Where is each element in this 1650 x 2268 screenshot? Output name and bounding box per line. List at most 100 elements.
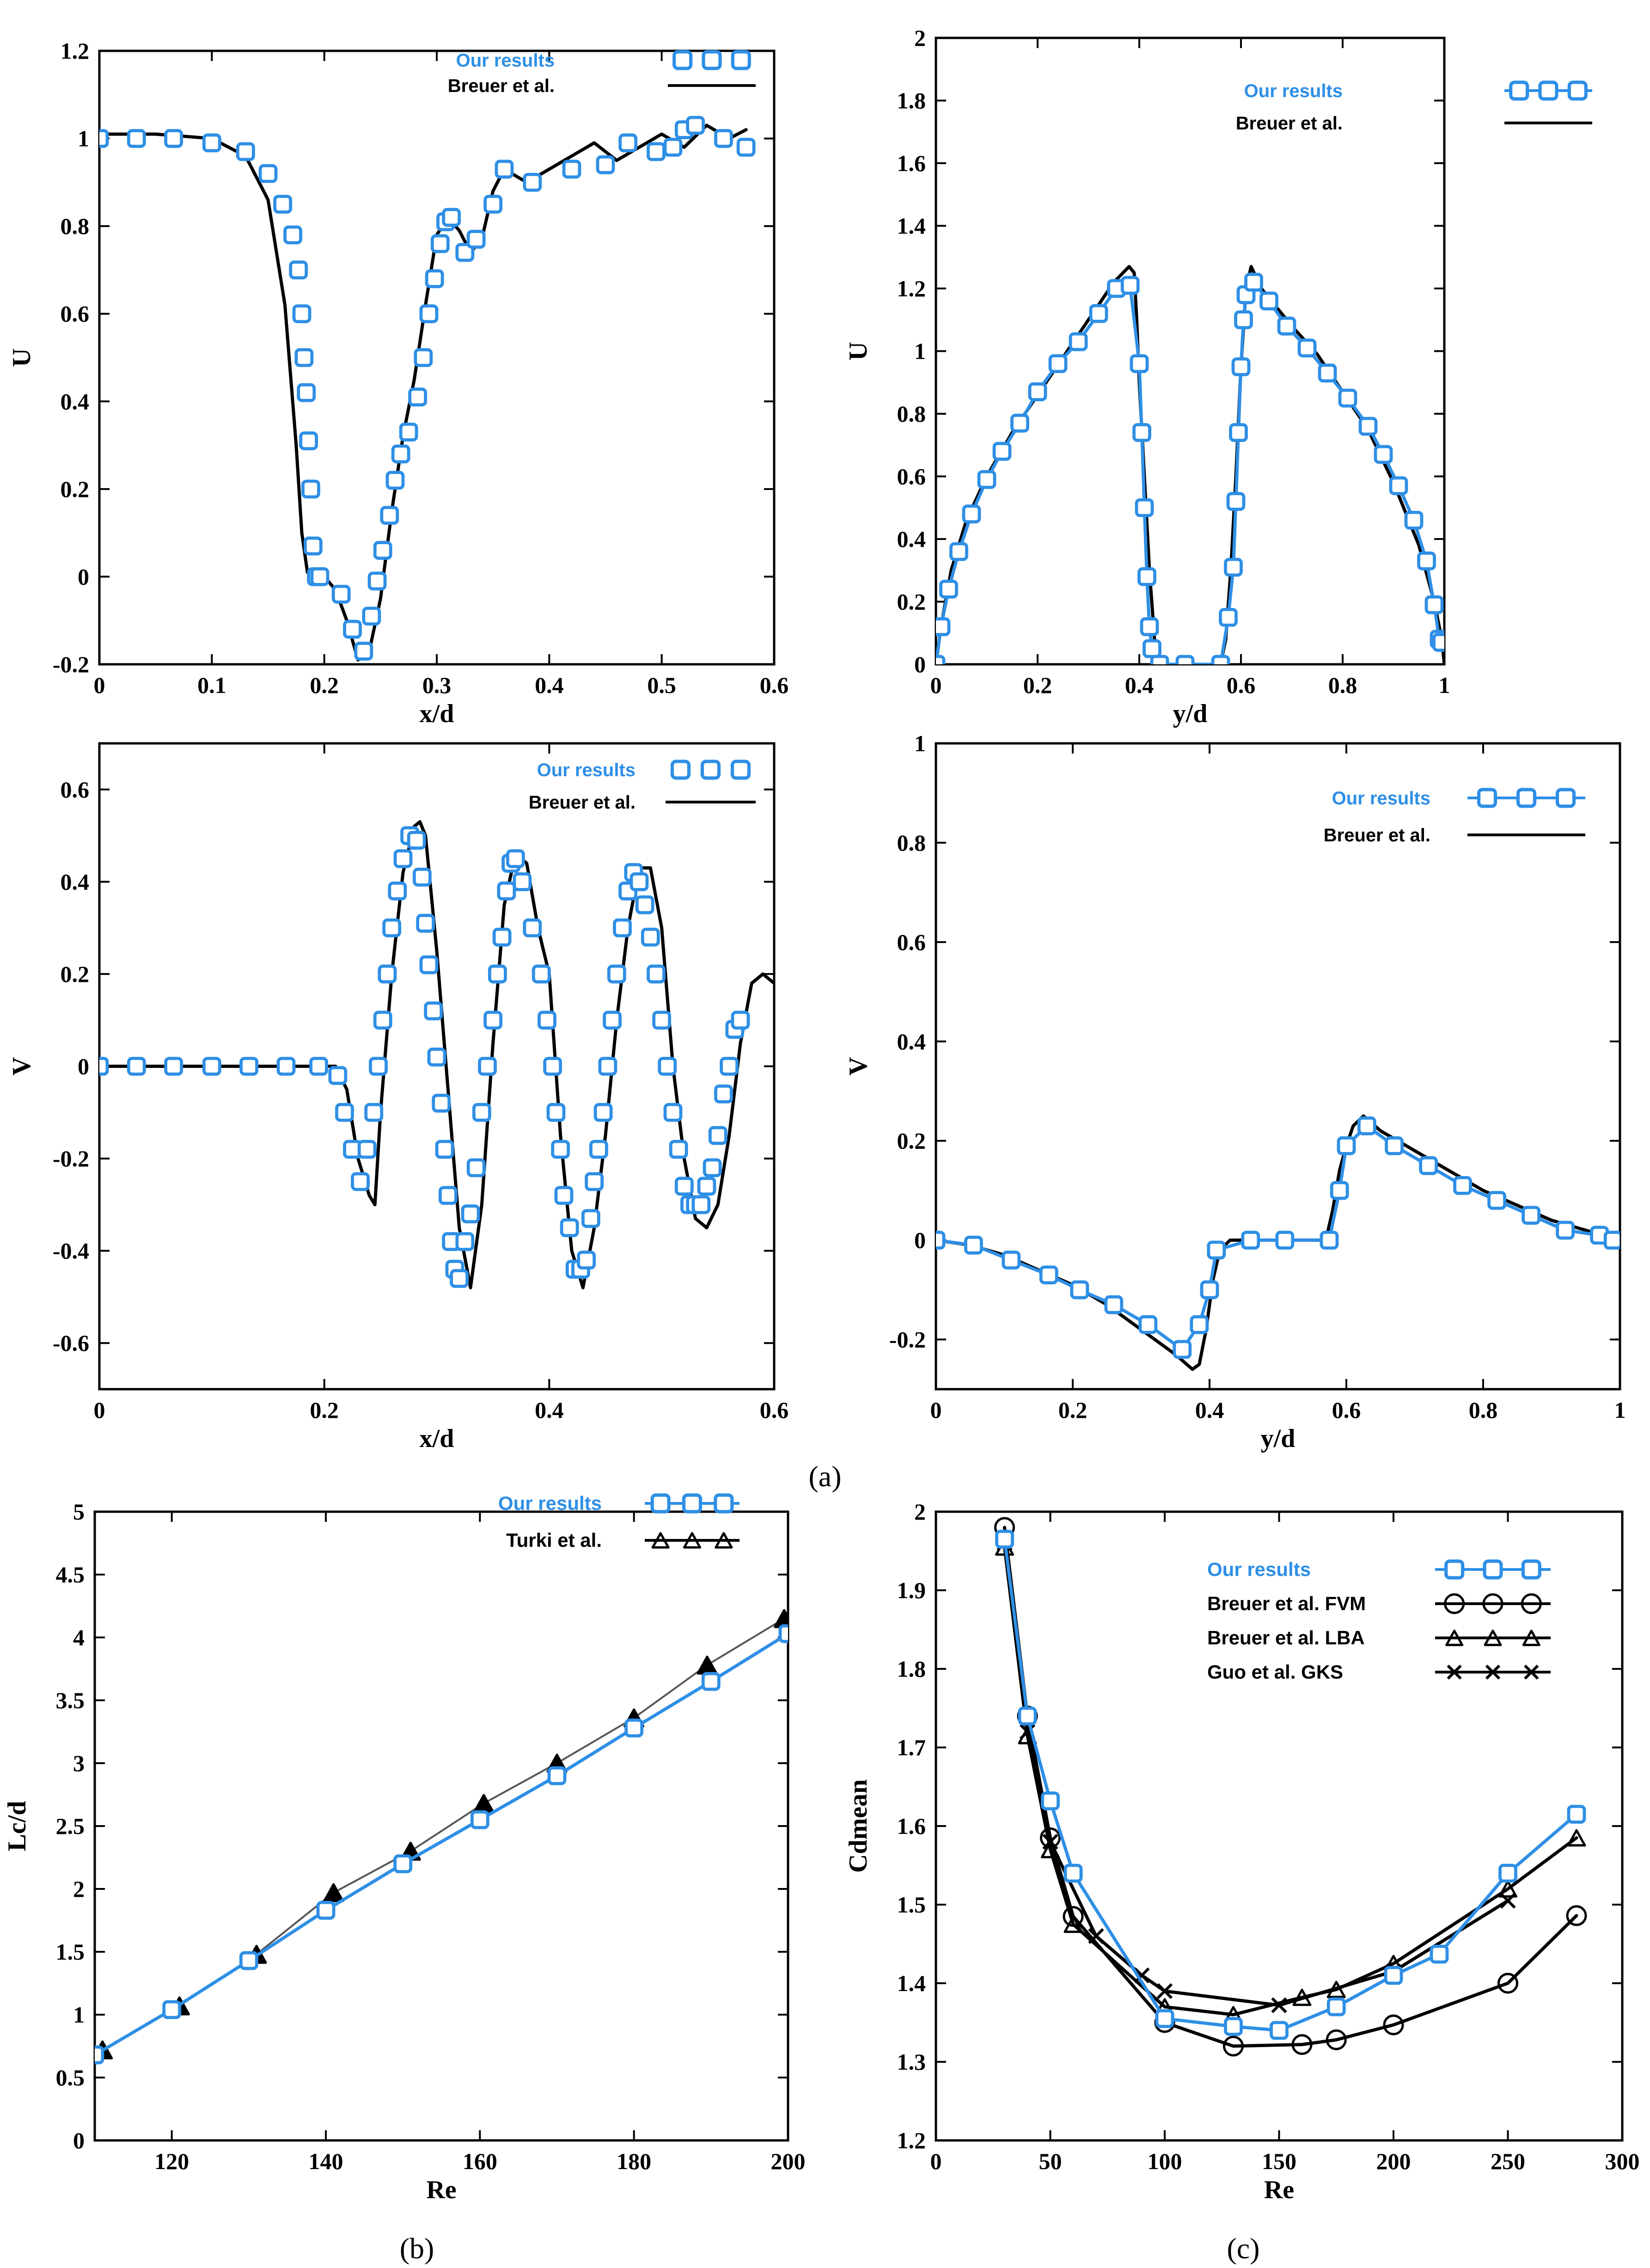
our-results-point bbox=[546, 1103, 566, 1122]
x-tick-label: 0.2 bbox=[310, 672, 339, 698]
our-results-point bbox=[593, 1103, 613, 1122]
plot-area bbox=[95, 1609, 788, 2065]
y-tick-label: 2 bbox=[73, 1876, 85, 1902]
our-results-point bbox=[977, 470, 996, 489]
legend-square-marker bbox=[650, 1493, 671, 1514]
plot-area bbox=[994, 1517, 1587, 2057]
our-results-point bbox=[613, 918, 632, 938]
our-results-point bbox=[720, 1057, 739, 1076]
y-tick-label: 0.5 bbox=[56, 2065, 85, 2090]
our-results-point bbox=[658, 1057, 677, 1076]
our-results-point bbox=[432, 1093, 451, 1113]
y-axis-label: U bbox=[7, 348, 36, 367]
our-results-point bbox=[351, 1172, 370, 1191]
x-tick-label: 0.6 bbox=[760, 1397, 789, 1423]
our-results-point bbox=[466, 230, 486, 249]
chart-v-vs-xd: 0 0.2 0.4 0.6 -0.6 -0.4 -0.2 0 0.2 0.4 0.6 x/d V Our … bbox=[7, 742, 789, 1453]
our-results-point bbox=[472, 1103, 491, 1122]
our-results-point bbox=[1297, 338, 1317, 358]
x-axis-label: Re bbox=[1264, 2176, 1294, 2204]
our-results-point bbox=[364, 1103, 384, 1122]
x-tick-label: 100 bbox=[1148, 2148, 1182, 2174]
our-results-point bbox=[703, 1158, 722, 1177]
x-tick-label: 0.5 bbox=[647, 672, 676, 698]
legend-square-marker bbox=[1538, 80, 1558, 101]
our-results-point bbox=[995, 1530, 1014, 1549]
our-results-point bbox=[1384, 1966, 1403, 1985]
legend-label-breuer-et-al-lba: Breuer et al. LBA bbox=[1207, 1627, 1365, 1649]
legend-label-our-results: Our results bbox=[1207, 1558, 1311, 1580]
our-results-point bbox=[1143, 639, 1161, 658]
our-results-point bbox=[438, 1186, 458, 1205]
our-results-point bbox=[1137, 567, 1156, 586]
our-results-point bbox=[1498, 1863, 1517, 1883]
our-results-point bbox=[1357, 1116, 1376, 1135]
our-results-point bbox=[1241, 1231, 1260, 1250]
legend-square-marker bbox=[1555, 788, 1576, 808]
x-tick-label: 0.1 bbox=[197, 672, 226, 698]
y-tick-label: -0.2 bbox=[53, 1146, 89, 1171]
legend-square-marker bbox=[1567, 80, 1588, 101]
legend-square-marker bbox=[1516, 788, 1537, 808]
legend-square-marker bbox=[670, 760, 691, 780]
our-results-point bbox=[1234, 310, 1253, 330]
our-results-point bbox=[424, 1001, 443, 1021]
our-results-point bbox=[1130, 354, 1149, 373]
our-results-point bbox=[357, 1140, 377, 1159]
our-results-point bbox=[299, 431, 318, 450]
our-results-point bbox=[408, 387, 428, 407]
our-results-point bbox=[292, 304, 312, 324]
our-results-point bbox=[297, 383, 316, 402]
y-tick-label: 0.8 bbox=[897, 830, 926, 856]
our-results-point bbox=[1430, 1944, 1449, 1964]
legend-triangle-marker bbox=[651, 1532, 670, 1549]
chart-v-vs-yd: 0 0.2 0.4 0.6 0.8 1 -0.2 0 0.2 0.4 0.6 0.8 1 y/d V Our … bbox=[844, 730, 1626, 1453]
y-tick-label: 0.6 bbox=[61, 301, 90, 327]
y-tick-label: 5 bbox=[73, 1499, 85, 1525]
our-results-point bbox=[551, 1140, 570, 1159]
x-tick-label: 0.2 bbox=[1058, 1397, 1088, 1423]
legend-triangle-marker bbox=[1484, 1630, 1502, 1646]
x-tick-label: 250 bbox=[1491, 2148, 1525, 2174]
our-results-point bbox=[378, 964, 397, 984]
plot-area bbox=[99, 820, 774, 1289]
y-tick-label: 1 bbox=[78, 126, 89, 152]
x-tick-label: 200 bbox=[771, 2148, 806, 2174]
x-tick-label: 0.6 bbox=[760, 672, 789, 698]
x-tick-label: 150 bbox=[1262, 2148, 1296, 2174]
x-tick-label: 0.8 bbox=[1328, 672, 1357, 698]
our-results-point bbox=[1417, 552, 1436, 570]
our-results-point bbox=[691, 1195, 711, 1214]
our-results-point bbox=[607, 964, 626, 984]
our-results-point bbox=[276, 1057, 296, 1076]
breuer-et-al-lba-point bbox=[1498, 1880, 1517, 1898]
our-results-point bbox=[380, 506, 399, 525]
panel-label-a: (a) bbox=[808, 1460, 841, 1493]
x-tick-label: 0 bbox=[930, 672, 942, 698]
legend-cross-marker bbox=[1485, 1664, 1501, 1680]
our-results-point bbox=[538, 1011, 556, 1030]
our-results-point bbox=[714, 129, 733, 148]
y-tick-label: 0.2 bbox=[897, 589, 926, 615]
our-results-point bbox=[164, 129, 183, 148]
breuer-et-al-fvm-point bbox=[1326, 2029, 1347, 2050]
our-results-point bbox=[393, 849, 413, 868]
our-results-point bbox=[585, 1172, 604, 1191]
our-results-point bbox=[301, 479, 320, 499]
our-results-point bbox=[778, 1624, 788, 1643]
x-tick-label: 0.4 bbox=[535, 1397, 564, 1423]
y-tick-label: -0.2 bbox=[53, 651, 89, 677]
our-results-point bbox=[598, 1057, 617, 1076]
our-results-point bbox=[369, 1057, 388, 1076]
x-tick-label: 0.2 bbox=[310, 1397, 339, 1423]
legend: Our results Breuer et al. bbox=[448, 50, 756, 96]
panel-label-b: (b) bbox=[400, 2232, 434, 2265]
y-tick-label: 0.6 bbox=[61, 777, 90, 803]
legend-label-our-results: Our results bbox=[456, 50, 555, 71]
our-results-point bbox=[1140, 617, 1159, 637]
y-tick-label: 1.8 bbox=[897, 1656, 926, 1682]
legend-label-breuer-et-al: Breuer et al. bbox=[1236, 113, 1343, 134]
x-axis-label: x/d bbox=[420, 699, 454, 728]
our-results-point bbox=[647, 142, 666, 161]
